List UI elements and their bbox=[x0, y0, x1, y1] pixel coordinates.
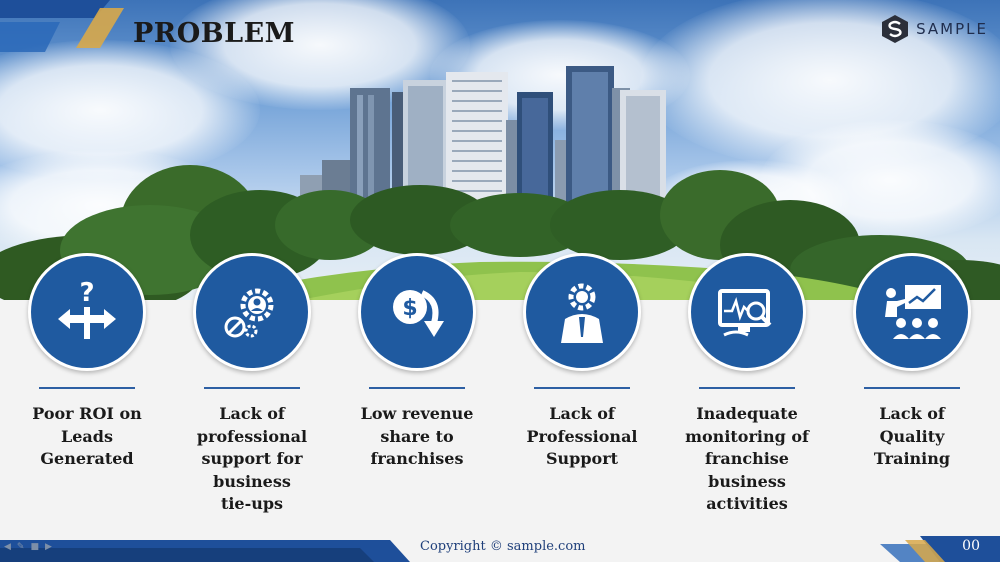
question-crossroads-icon: ? bbox=[28, 253, 146, 371]
item-divider bbox=[699, 387, 795, 389]
previous-slide-icon[interactable]: ◀ bbox=[4, 542, 11, 552]
item-divider bbox=[369, 387, 465, 389]
item-label: Inadequate monitoring of franchise busin… bbox=[685, 404, 809, 513]
item-label: Low revenue share to franchises bbox=[360, 404, 474, 468]
hexagon-s-logo-icon bbox=[882, 15, 909, 43]
footer-band bbox=[0, 536, 1000, 562]
monitor-magnifier-icon bbox=[688, 253, 806, 371]
brand-name: SAMPLE bbox=[916, 20, 988, 38]
item-divider bbox=[39, 387, 135, 389]
problem-item-poor-roi: ? Poor ROI on Leads Generated bbox=[17, 253, 157, 471]
item-divider bbox=[864, 387, 960, 389]
slide-nav-controls: ◀ ✎ ■ ▶ bbox=[4, 542, 52, 552]
menu-icon[interactable]: ■ bbox=[30, 542, 39, 552]
problem-item-professional-support-business: Lack of professional support for busines… bbox=[182, 253, 322, 516]
item-label: Lack of Quality Training bbox=[873, 404, 951, 468]
page-number: 00 bbox=[962, 538, 980, 554]
item-divider bbox=[534, 387, 630, 389]
next-slide-icon[interactable]: ▶ bbox=[44, 542, 52, 552]
svg-text:$: $ bbox=[402, 296, 417, 321]
svg-text:?: ? bbox=[79, 278, 94, 308]
item-label: Lack of professional support for busines… bbox=[196, 404, 308, 513]
slide-title: PROBLEM bbox=[133, 18, 296, 49]
dollar-down-arrow-icon: $ bbox=[358, 253, 476, 371]
item-divider bbox=[204, 387, 300, 389]
problem-item-lack-professional-support: Lack of Professional Support bbox=[512, 253, 652, 471]
item-label: Lack of Professional Support bbox=[526, 404, 638, 468]
problem-item-low-revenue: $ Low revenue share to franchises bbox=[347, 253, 487, 471]
gear-head-person-icon bbox=[523, 253, 641, 371]
item-label: Poor ROI on Leads Generated bbox=[32, 404, 142, 468]
problem-item-inadequate-monitoring: Inadequate monitoring of franchise busin… bbox=[677, 253, 817, 516]
problem-item-quality-training: Lack of Quality Training bbox=[842, 253, 982, 471]
presentation-training-icon bbox=[853, 253, 971, 371]
hero-background-image bbox=[0, 0, 1000, 300]
footer-copyright: Copyright © sample.com bbox=[420, 539, 586, 554]
brand-logo: SAMPLE bbox=[880, 14, 988, 44]
gear-user-blocked-icon bbox=[193, 253, 311, 371]
corner-accent-shapes bbox=[0, 0, 124, 52]
pen-icon[interactable]: ✎ bbox=[16, 542, 25, 552]
